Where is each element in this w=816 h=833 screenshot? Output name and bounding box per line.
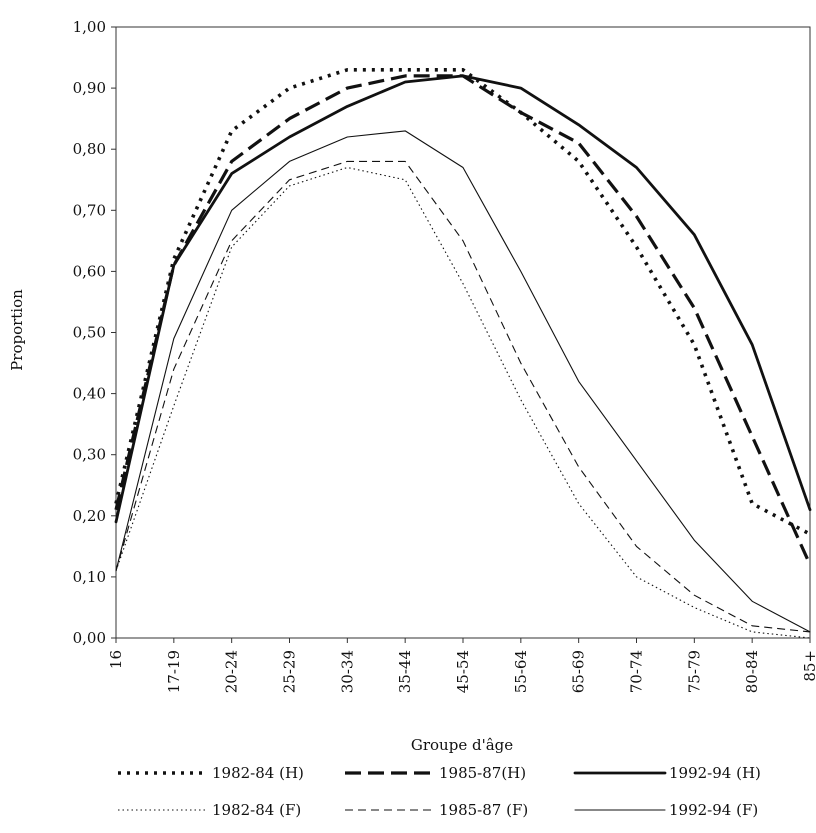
x-tick-label: 25-29 bbox=[281, 650, 299, 693]
y-tick-label: 0,50 bbox=[73, 324, 106, 342]
y-tick-label: 0,10 bbox=[73, 568, 106, 586]
x-tick-label: 16 bbox=[107, 650, 125, 669]
series-line-4 bbox=[115, 166, 811, 639]
y-tick-label: 0,30 bbox=[73, 446, 106, 464]
legend-label: 1985-87(H) bbox=[439, 764, 526, 782]
series-line-2 bbox=[114, 74, 812, 566]
x-tick-label: 17-19 bbox=[165, 650, 183, 693]
y-tick-label: 0,20 bbox=[73, 507, 106, 525]
legend-label: 1982-84 (H) bbox=[212, 764, 304, 782]
y-tick-label: 0,70 bbox=[73, 201, 106, 219]
legend-label: 1985-87 (F) bbox=[439, 801, 528, 819]
y-tick-label: 0,40 bbox=[73, 385, 106, 403]
series-layer bbox=[114, 68, 812, 639]
x-tick-label: 55-64 bbox=[512, 650, 530, 693]
x-tick-label: 35-44 bbox=[396, 650, 414, 693]
plot-area bbox=[115, 26, 811, 639]
y-tick-label: 0,00 bbox=[73, 629, 106, 647]
legend-label: 1982-84 (F) bbox=[212, 801, 301, 819]
x-axis: 16 17-19 20-24 25-29 30-34 35-44 45-54 55-64 65-… bbox=[107, 638, 816, 693]
x-tick-label: 85+ bbox=[801, 650, 816, 682]
y-tick-label: 0,60 bbox=[73, 262, 106, 280]
series-line-6 bbox=[115, 130, 811, 633]
x-tick-label: 45-54 bbox=[454, 650, 472, 693]
legend-label: 1992-94 (H) bbox=[669, 764, 761, 782]
y-tick-label: 1,00 bbox=[73, 18, 106, 36]
x-tick-label: 80-84 bbox=[743, 650, 761, 693]
y-tick-label: 0,90 bbox=[73, 79, 106, 97]
x-tick-label: 70-74 bbox=[628, 650, 646, 693]
plot-border bbox=[115, 26, 811, 639]
x-tick-label: 75-79 bbox=[685, 650, 703, 693]
y-axis-title: Proportion bbox=[8, 289, 26, 371]
series-line-5 bbox=[115, 160, 811, 633]
y-tick-label: 0,80 bbox=[73, 140, 106, 158]
x-axis-title: Groupe d'âge bbox=[411, 736, 513, 754]
x-tick-label: 30-34 bbox=[338, 650, 356, 693]
x-tick-label: 20-24 bbox=[223, 650, 241, 693]
x-tick-label: 65-69 bbox=[570, 650, 588, 693]
series-line-1 bbox=[114, 68, 811, 536]
legend-label: 1992-94 (F) bbox=[669, 801, 758, 819]
y-axis: 0,00 0,10 0,20 0,30 0,40 0,50 0,60 0,70 0,80 0,90… bbox=[73, 18, 116, 647]
legend: 1982-84 (H) 1985-87(H) 1992-94 (H) 1982-84 … bbox=[118, 764, 761, 819]
series-line-3 bbox=[114, 74, 812, 524]
